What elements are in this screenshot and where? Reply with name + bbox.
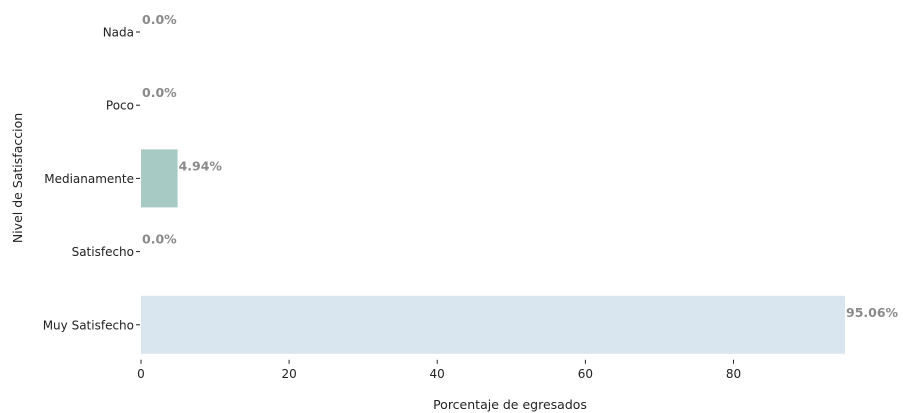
x-tick-label: 80 xyxy=(726,367,741,381)
bar-muy-satisfecho xyxy=(141,295,845,354)
y-tick-label-nada: Nada xyxy=(103,26,134,40)
y-tick-label-medianamente: Medianamente xyxy=(44,172,134,186)
y-axis-title: Nivel de Satisfaccion xyxy=(10,113,25,243)
value-label-medianamente: 4.94% xyxy=(179,158,223,173)
y-tick-label-muy-satisfecho: Muy Satisfecho xyxy=(43,318,134,332)
y-axis: Nada Poco Medianamente Satisfecho Muy Satisf… xyxy=(43,26,140,332)
value-label-satisfecho: 0.0% xyxy=(142,232,177,247)
x-axis-title: Porcentaje de egresados xyxy=(433,397,587,412)
x-tick-label: 40 xyxy=(430,367,445,381)
value-labels-group: 0.0% 0.0% 4.94% 0.0% 95.06% xyxy=(142,12,899,320)
x-axis: 0 20 40 60 80 xyxy=(137,359,741,381)
value-label-poco: 0.0% xyxy=(142,85,177,100)
x-tick-label: 60 xyxy=(578,367,593,381)
y-tick-label-satisfecho: Satisfecho xyxy=(72,245,134,259)
x-tick-label: 0 xyxy=(137,367,145,381)
value-label-muy-satisfecho: 95.06% xyxy=(846,305,899,320)
value-label-nada: 0.0% xyxy=(142,12,177,27)
y-tick-label-poco: Poco xyxy=(106,99,134,113)
bar-medianamente xyxy=(141,149,178,208)
bars-group xyxy=(141,149,845,354)
x-tick-label: 20 xyxy=(281,367,296,381)
